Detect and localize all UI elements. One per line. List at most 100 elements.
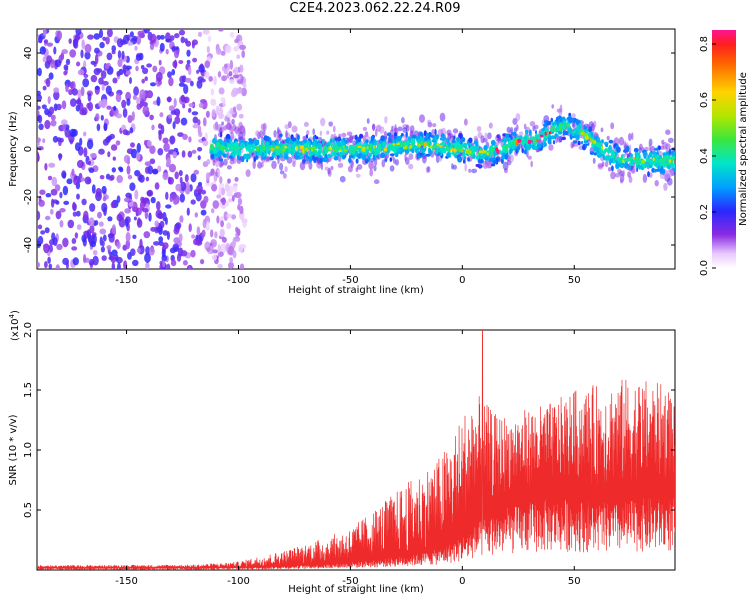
- signal-blob: [653, 168, 657, 173]
- signal-blob: [318, 155, 322, 159]
- signal-halo: [397, 126, 403, 132]
- noise-blob: [126, 98, 131, 106]
- noise-blob: [179, 75, 185, 84]
- noise-blob: [107, 151, 111, 158]
- signal-blob: [332, 138, 335, 144]
- noise-blob: [74, 142, 81, 152]
- noise-blob: [129, 31, 134, 38]
- signal-blob: [568, 127, 573, 134]
- signal-peak: [450, 148, 454, 152]
- noise-blob: [145, 176, 150, 182]
- snr-marks: [37, 330, 675, 570]
- signal-blob: [289, 150, 295, 154]
- signal-blob: [552, 140, 556, 145]
- noise-blob: [200, 78, 206, 83]
- signal-blob: [421, 147, 427, 152]
- signal-peak: [423, 142, 428, 147]
- signal-blob: [290, 144, 296, 151]
- noise-blob: [56, 30, 63, 41]
- noise-blob: [59, 191, 63, 199]
- signal-blob: [462, 159, 466, 164]
- signal-blob: [322, 138, 325, 146]
- signal-halo: [570, 141, 574, 149]
- signal-blob: [395, 147, 400, 151]
- signal-blob: [246, 158, 249, 163]
- signal-halo: [369, 168, 374, 177]
- signal-blob: [231, 150, 236, 158]
- signal-blob: [389, 153, 395, 157]
- signal-blob: [311, 154, 315, 162]
- signal-peak: [486, 152, 489, 155]
- noise-blob: [183, 84, 189, 95]
- noise-blob: [224, 184, 230, 192]
- signal-halo: [371, 124, 376, 130]
- noise-blob: [232, 250, 237, 259]
- noise-blob: [63, 70, 68, 76]
- noise-blob: [221, 236, 227, 243]
- noise-blob: [134, 189, 139, 200]
- noise-blob: [211, 184, 218, 192]
- signal-blob: [572, 140, 578, 144]
- noise-blob: [37, 261, 40, 268]
- signal-halo: [663, 182, 668, 191]
- signal-halo: [518, 131, 524, 137]
- signal-halo: [333, 125, 336, 133]
- signal-blob: [219, 158, 224, 162]
- signal-halo: [476, 126, 482, 132]
- noise-blob: [72, 201, 76, 210]
- signal-blob: [369, 143, 373, 149]
- noise-blob: [73, 178, 78, 186]
- noise-blob: [89, 225, 95, 234]
- noise-blob: [77, 97, 82, 107]
- noise-blob: [59, 208, 66, 213]
- noise-blob: [231, 195, 235, 202]
- noise-blob: [196, 226, 201, 236]
- signal-peak: [430, 144, 433, 149]
- signal-blob: [490, 163, 496, 167]
- noise-blob: [39, 189, 46, 195]
- signal-blob: [263, 135, 269, 142]
- noise-blob: [191, 149, 197, 154]
- noise-blob: [179, 176, 183, 184]
- signal-peak: [590, 139, 595, 143]
- signal-halo: [506, 126, 512, 133]
- noise-blob: [37, 141, 40, 147]
- signal-blob: [225, 133, 231, 140]
- noise-blob: [173, 48, 180, 59]
- noise-blob: [86, 139, 94, 150]
- signal-blob: [601, 139, 604, 144]
- noise-blob: [183, 96, 190, 104]
- signal-peak: [342, 145, 345, 149]
- noise-blob: [90, 60, 96, 65]
- signal-halo: [346, 131, 353, 136]
- noise-blob: [217, 29, 224, 32]
- signal-blob: [445, 138, 449, 142]
- noise-blob: [39, 46, 46, 55]
- noise-blob: [55, 210, 62, 220]
- signal-blob: [630, 153, 633, 158]
- noise-blob: [41, 104, 47, 110]
- signal-blob: [330, 142, 333, 149]
- signal-peak: [304, 147, 309, 151]
- noise-blob: [180, 181, 187, 192]
- signal-blob: [414, 147, 419, 154]
- signal-blob: [468, 137, 473, 143]
- signal-blob: [648, 164, 653, 169]
- signal-halo: [306, 130, 310, 136]
- signal-blob: [285, 139, 289, 143]
- noise-blob: [37, 105, 41, 110]
- noise-blob: [235, 191, 242, 199]
- signal-blob: [656, 161, 660, 167]
- signal-halo: [226, 165, 232, 170]
- noise-blob: [213, 75, 217, 86]
- noise-blob: [158, 59, 162, 66]
- signal-blob: [229, 145, 234, 151]
- noise-blob: [145, 261, 150, 269]
- x-tick-label: 0: [459, 275, 465, 286]
- signal-blob: [462, 142, 468, 149]
- noise-blob: [101, 84, 105, 91]
- signal-peak: [466, 149, 471, 155]
- noise-blob: [233, 106, 237, 113]
- noise-blob: [134, 45, 138, 51]
- noise-blob: [43, 29, 47, 37]
